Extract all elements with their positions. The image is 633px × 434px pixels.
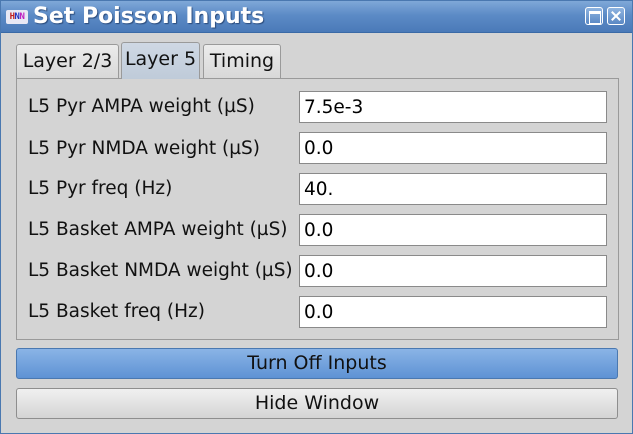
hide-window-button[interactable]: Hide Window xyxy=(16,388,618,419)
l5-basket-freq-label: L5 Basket freq (Hz) xyxy=(28,301,205,322)
window-title: Set Poisson Inputs xyxy=(33,4,265,29)
close-icon[interactable] xyxy=(607,7,625,25)
l5-pyr-ampa-weight-input[interactable] xyxy=(299,91,607,123)
l5-basket-freq-input[interactable] xyxy=(299,296,607,328)
l5-basket-ampa-weight-label: L5 Basket AMPA weight (µS) xyxy=(28,219,288,240)
l5-pyr-freq-label: L5 Pyr freq (Hz) xyxy=(28,178,173,199)
turn-off-inputs-button[interactable]: Turn Off Inputs xyxy=(16,348,618,379)
l5-pyr-nmda-weight-input[interactable] xyxy=(299,132,607,164)
tab-layer-2-3[interactable]: Layer 2/3 xyxy=(16,44,119,78)
l5-pyr-nmda-weight-label: L5 Pyr NMDA weight (µS) xyxy=(28,138,261,159)
tab-timing[interactable]: Timing xyxy=(203,44,281,78)
l5-basket-nmda-weight-input[interactable] xyxy=(299,255,607,287)
tab-layer-5[interactable]: Layer 5 xyxy=(121,42,200,79)
l5-pyr-ampa-weight-label: L5 Pyr AMPA weight (µS) xyxy=(28,96,255,117)
title-bar[interactable]: HNN Set Poisson Inputs xyxy=(1,1,632,33)
l5-basket-ampa-weight-input[interactable] xyxy=(299,214,607,246)
hnn-logo-icon: HNN xyxy=(6,10,28,24)
l5-basket-nmda-weight-label: L5 Basket NMDA weight (µS) xyxy=(28,260,293,281)
maximize-icon[interactable] xyxy=(585,7,603,25)
l5-pyr-freq-input[interactable] xyxy=(299,173,607,205)
